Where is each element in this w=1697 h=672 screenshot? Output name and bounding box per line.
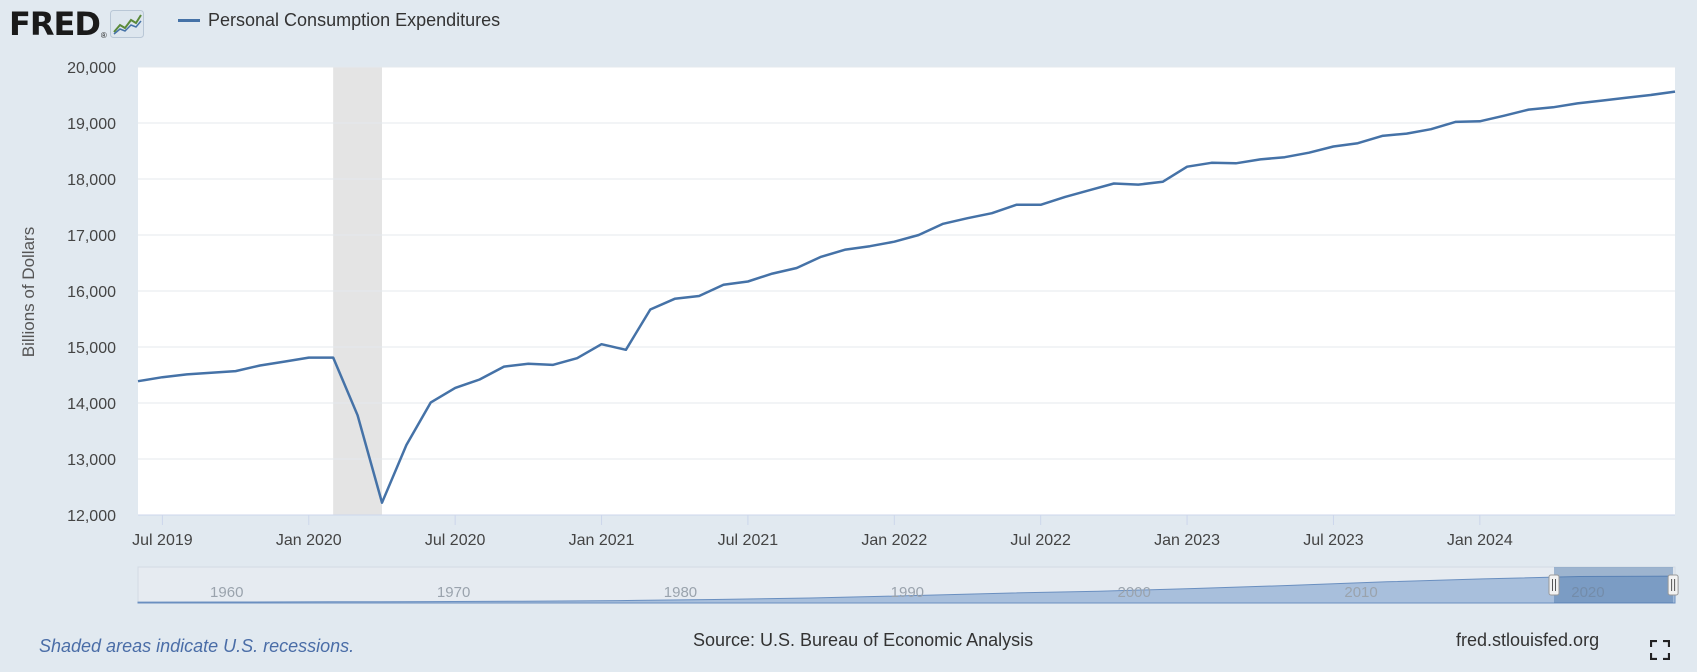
- navigator-year-label: 2000: [1118, 584, 1151, 601]
- navigator-year-label: 1960: [210, 584, 243, 601]
- legend-swatch: [178, 19, 200, 22]
- y-tick-label: 16,000: [67, 284, 116, 301]
- navigator-right-handle[interactable]: [1667, 574, 1679, 596]
- x-tick-label: Jan 2023: [1154, 532, 1220, 549]
- y-axis-title: Billions of Dollars: [19, 227, 38, 357]
- legend-label: Personal Consumption Expenditures: [208, 10, 501, 30]
- y-tick-label: 15,000: [67, 340, 116, 357]
- y-tick-label: 14,000: [67, 396, 116, 413]
- x-tick-label: Jul 2019: [132, 532, 193, 549]
- y-tick-label: 13,000: [67, 452, 116, 469]
- chart-badge-icon: [109, 10, 144, 38]
- expand-icon[interactable]: [1650, 640, 1670, 660]
- navigator-year-label: 1970: [437, 584, 470, 601]
- navigator-left-handle[interactable]: [1548, 574, 1560, 596]
- y-tick-label: 20,000: [67, 60, 116, 77]
- navigator-handle-grip[interactable]: [1548, 574, 1560, 596]
- site-link[interactable]: fred.stlouisfed.org: [1456, 630, 1600, 650]
- navigator-year-label: 1980: [664, 584, 697, 601]
- x-tick-label: Jul 2022: [1010, 532, 1071, 549]
- y-tick-label: 12,000: [67, 508, 116, 525]
- registered-mark: ®: [100, 30, 107, 40]
- navigator-handle-grip[interactable]: [1667, 574, 1679, 596]
- fred-wordmark: FRED: [9, 5, 101, 43]
- navigator-selection[interactable]: [1554, 567, 1674, 603]
- y-tick-label: 18,000: [67, 172, 116, 189]
- fred-logo[interactable]: FRED ®: [9, 4, 144, 44]
- chart-area[interactable]: Billions of Dollars 12,000 13,000 14,000 15…: [0, 0, 1697, 620]
- pce-series-line[interactable]: [137, 90, 1676, 504]
- x-tick-label: Jul 2021: [718, 532, 779, 549]
- recession-note: Shaded areas indicate U.S. recessions.: [39, 636, 355, 656]
- navigator-year-label: 2020: [1571, 584, 1604, 601]
- x-tick-label: Jan 2020: [276, 532, 342, 549]
- navigator-year-label: 2010: [1344, 584, 1377, 601]
- x-tick-label: Jul 2020: [425, 532, 486, 549]
- x-tick-label: Jul 2023: [1303, 532, 1364, 549]
- y-tick-label: 17,000: [67, 228, 116, 245]
- navigator-series-area: [137, 575, 1676, 604]
- chart-legend: Personal Consumption Expenditures: [178, 10, 500, 31]
- x-tick-label: Jan 2024: [1447, 532, 1513, 549]
- x-tick-label: Jan 2021: [569, 532, 635, 549]
- source-note: Source: U.S. Bureau of Economic Analysis: [693, 630, 1034, 650]
- navigator-year-label: 1990: [891, 584, 924, 601]
- y-tick-label: 19,000: [67, 116, 116, 133]
- x-tick-label: Jan 2022: [861, 532, 927, 549]
